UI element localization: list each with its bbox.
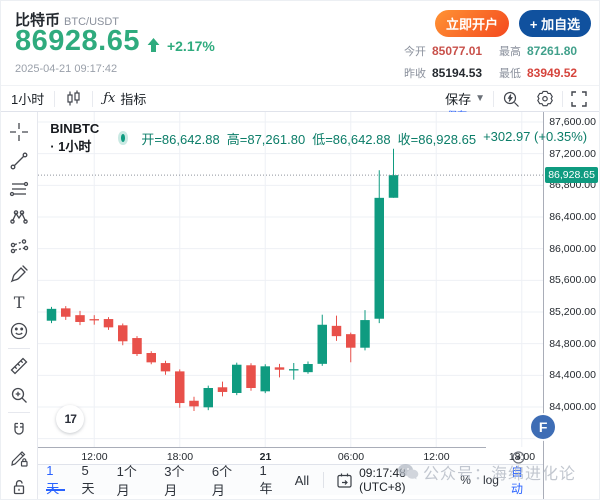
indicators-button[interactable]: ƒx 指标 bbox=[103, 91, 147, 107]
time-axis-label: 18:00 bbox=[166, 451, 194, 463]
drawing-toolbar: T bbox=[1, 112, 39, 499]
price-line: 86928.65 +2.17% bbox=[15, 25, 215, 58]
price-axis-label: 84,800.00 bbox=[549, 337, 596, 350]
time-axis-label: 06:00 bbox=[337, 451, 365, 463]
bottom-bar: 1天 5天 1个月 3个月 6个月 1年 All 09:17:48 (UTC+8… bbox=[38, 463, 544, 498]
time-axis[interactable]: 12:00 18:00 21 06:00 12:00 18:00 bbox=[38, 447, 535, 464]
stat-high: 最高 87261.80 bbox=[499, 44, 578, 58]
gear-icon bbox=[537, 90, 553, 106]
save-button[interactable]: 保存 ▼ 保存 bbox=[437, 89, 493, 122]
symbol-title: 比特币 bbox=[15, 12, 61, 29]
axis-settings-button[interactable] bbox=[511, 450, 526, 465]
fullscreen-button[interactable] bbox=[563, 90, 599, 107]
price-axis-label: 84,000.00 bbox=[549, 401, 596, 413]
tradingview-logo[interactable]: 17 bbox=[56, 405, 85, 433]
range-1y[interactable]: 1年 bbox=[259, 463, 273, 496]
price-axis-label: 85,200.00 bbox=[549, 306, 596, 318]
range-5d[interactable]: 5天 bbox=[81, 463, 95, 496]
range-3m[interactable]: 3个月 bbox=[164, 464, 185, 498]
lock-icon[interactable] bbox=[5, 473, 33, 499]
auto-scale-toggle[interactable]: 自动 bbox=[510, 465, 523, 496]
stat-prev-close: 昨收 85194.53 bbox=[404, 66, 483, 80]
time-axis-label: 12:00 bbox=[423, 451, 450, 463]
zoom-in-icon[interactable] bbox=[5, 381, 33, 409]
f-site-logo: F bbox=[531, 415, 556, 439]
divider bbox=[8, 348, 31, 350]
candlestick-chart bbox=[38, 112, 544, 447]
add-watchlist-button[interactable]: + 加自选 bbox=[519, 10, 591, 37]
legend-symbol[interactable]: BINBTC · 1小时 bbox=[50, 121, 100, 154]
trend-line-icon[interactable] bbox=[5, 146, 33, 174]
calendar-goto-icon bbox=[337, 473, 352, 488]
range-all[interactable]: All bbox=[294, 472, 310, 488]
stat-low: 最低 83949.52 bbox=[499, 66, 578, 80]
percent-scale-toggle[interactable]: % bbox=[460, 473, 471, 487]
time-axis-label: 21 bbox=[259, 451, 272, 463]
stat-open: 今开 85077.01 bbox=[404, 44, 483, 58]
price-axis-label: 87,200.00 bbox=[549, 147, 596, 160]
range-1m[interactable]: 1个月 bbox=[116, 464, 137, 498]
chart-style-button[interactable] bbox=[55, 86, 92, 111]
symbol-line: 比特币 BTC/USDT bbox=[15, 9, 119, 30]
current-price-badge: 86,928.65 bbox=[545, 167, 598, 184]
range-1d[interactable]: 1天 bbox=[38, 463, 73, 496]
settings-button[interactable] bbox=[528, 90, 562, 108]
log-scale-toggle[interactable]: log bbox=[482, 473, 499, 487]
symbol-pair: BTC/USDT bbox=[64, 16, 120, 28]
emoji-icon[interactable] bbox=[5, 317, 33, 345]
time-axis-label: 18:00 bbox=[508, 451, 536, 463]
price-axis-label: 85,600.00 bbox=[549, 274, 596, 287]
ruler-icon[interactable] bbox=[5, 352, 33, 380]
fullscreen-icon bbox=[571, 90, 587, 107]
interval-button[interactable]: 1小时 bbox=[11, 92, 45, 107]
price-up-arrow-icon bbox=[147, 37, 160, 52]
quote-timestamp: 2025-04-21 09:17:42 bbox=[15, 63, 118, 75]
xabcd-pattern-icon[interactable] bbox=[5, 203, 33, 231]
chart-plot[interactable]: BINBTC · 1小时 开=86,642.88 高=87,261.80 低=8… bbox=[38, 112, 587, 447]
quote-stats: 今开 85077.01 最高 87261.80 昨收 85194.53 最低 83949… bbox=[404, 43, 591, 81]
last-price: 86928.65 bbox=[15, 25, 140, 57]
price-axis-label: 86,000.00 bbox=[549, 242, 596, 255]
chart-main: BINBTC · 1小时 开=86,642.88 高=87,261.80 低=8… bbox=[38, 112, 587, 499]
candlestick-style-icon bbox=[65, 90, 82, 107]
time-axis-label: 12:00 bbox=[81, 451, 108, 463]
chart-toolbar: 1小时 ƒx 指标 保存 ▼ 保存 bbox=[1, 86, 599, 122]
chart-zone: T bbox=[1, 112, 599, 499]
target-dot-icon bbox=[512, 451, 525, 464]
chevron-down-icon: ▼ bbox=[475, 93, 485, 104]
price-axis-label: 86,400.00 bbox=[549, 211, 596, 223]
price-change-percent: +2.17% bbox=[166, 37, 215, 54]
go-to-date-button[interactable] bbox=[330, 472, 359, 489]
price-axis[interactable]: 87,600.00 87,200.00 86,800.00 86,400.00 86,0… bbox=[543, 112, 599, 499]
fib-retracement-icon[interactable] bbox=[5, 175, 33, 203]
price-axis-label: 87,600.00 bbox=[549, 116, 596, 128]
forecast-icon[interactable] bbox=[5, 232, 33, 260]
range-6m[interactable]: 6个月 bbox=[211, 464, 233, 498]
status-dot-icon bbox=[120, 134, 126, 142]
chart-legend: BINBTC · 1小时 开=86,642.88 高=87,261.80 低=8… bbox=[50, 121, 587, 155]
header-buttons: 立即开户 + 加自选 bbox=[435, 10, 591, 37]
brush-icon[interactable] bbox=[5, 260, 33, 288]
text-tool-icon[interactable]: T bbox=[13, 293, 25, 313]
open-account-button[interactable]: 立即开户 bbox=[435, 10, 509, 37]
divider bbox=[8, 411, 31, 413]
quick-search-button[interactable] bbox=[494, 90, 528, 108]
clock[interactable]: 09:17:48 (UTC+8) bbox=[359, 466, 406, 494]
fx-icon: ƒx bbox=[103, 91, 116, 106]
crosshair-icon[interactable] bbox=[5, 118, 33, 146]
quick-search-icon bbox=[503, 91, 519, 107]
price-axis-label: 84,400.00 bbox=[549, 369, 596, 382]
magnet-icon[interactable] bbox=[5, 416, 33, 444]
drawing-lock-icon[interactable] bbox=[5, 444, 33, 472]
legend-ohlc: 开=86,642.88 高=87,261.80 低=86,642.88 收=86… bbox=[141, 128, 588, 147]
header: 比特币 BTC/USDT 86928.65 +2.17% 2025-04-21 0… bbox=[1, 1, 599, 86]
